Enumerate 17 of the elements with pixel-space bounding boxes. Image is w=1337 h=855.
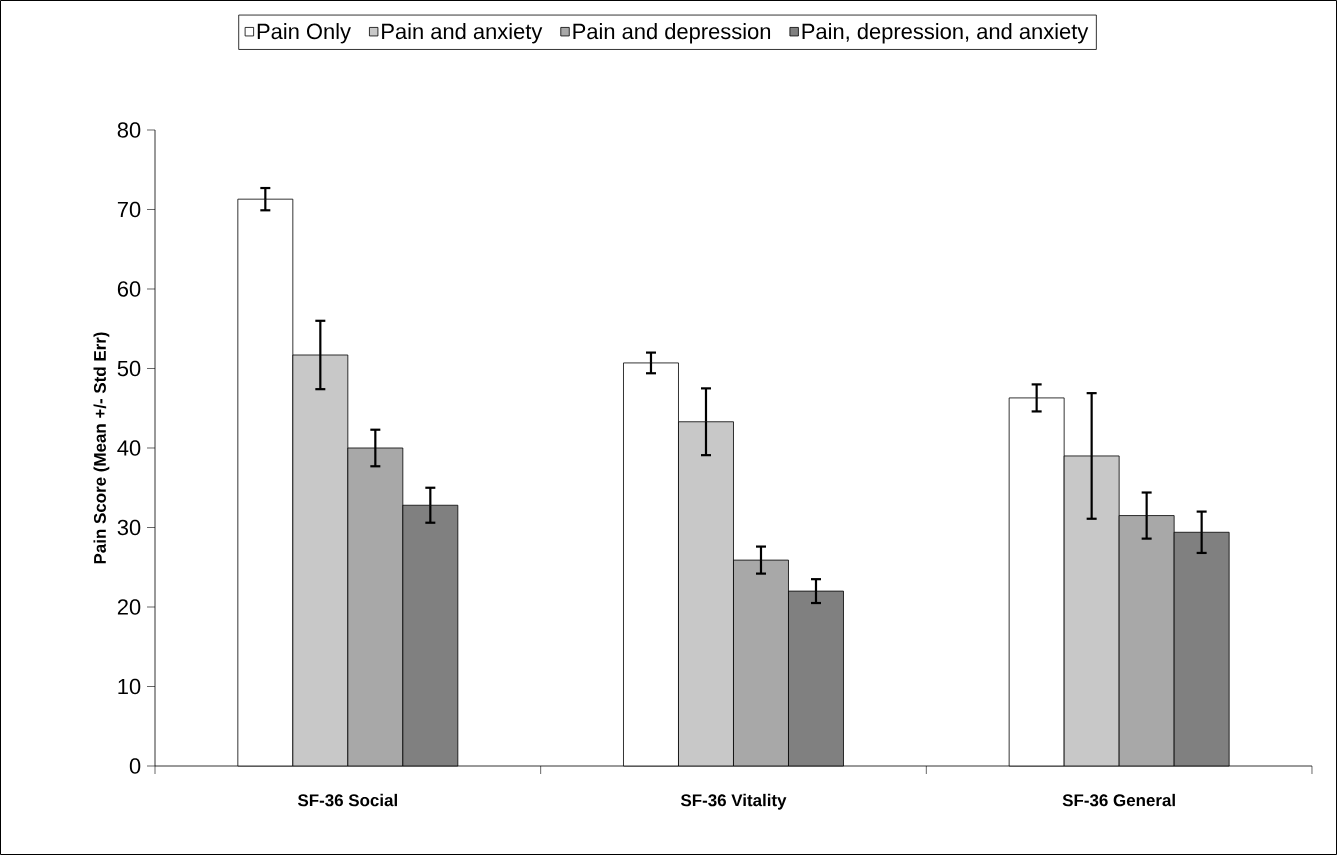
y-tick-label: 10 <box>118 678 141 695</box>
x-tick-label: SF-36 Vitality <box>680 793 787 810</box>
y-tick-label: 0 <box>129 758 141 774</box>
y-tick-label: 50 <box>117 360 141 377</box>
legend-label: Pain and anxiety <box>382 23 543 44</box>
y-tick-label: 60 <box>117 281 141 297</box>
y-axis-title: Pain Score (Mean +/- Std Err) <box>93 332 110 564</box>
x-tick-label: SF-36 General <box>1062 793 1175 807</box>
y-tick-label: 30 <box>117 519 141 536</box>
y-tick-label: 70 <box>117 201 141 218</box>
y-tick-label: 80 <box>117 122 141 138</box>
x-tick-label: SF-36 Social <box>297 793 397 807</box>
legend-label: Pain, depression, and anxiety <box>802 23 1089 44</box>
legend-label: Pain and depression <box>573 23 771 44</box>
y-tick-label: 40 <box>117 440 141 456</box>
legend-label: Pain Only <box>257 23 351 44</box>
y-tick-label: 20 <box>117 599 141 615</box>
